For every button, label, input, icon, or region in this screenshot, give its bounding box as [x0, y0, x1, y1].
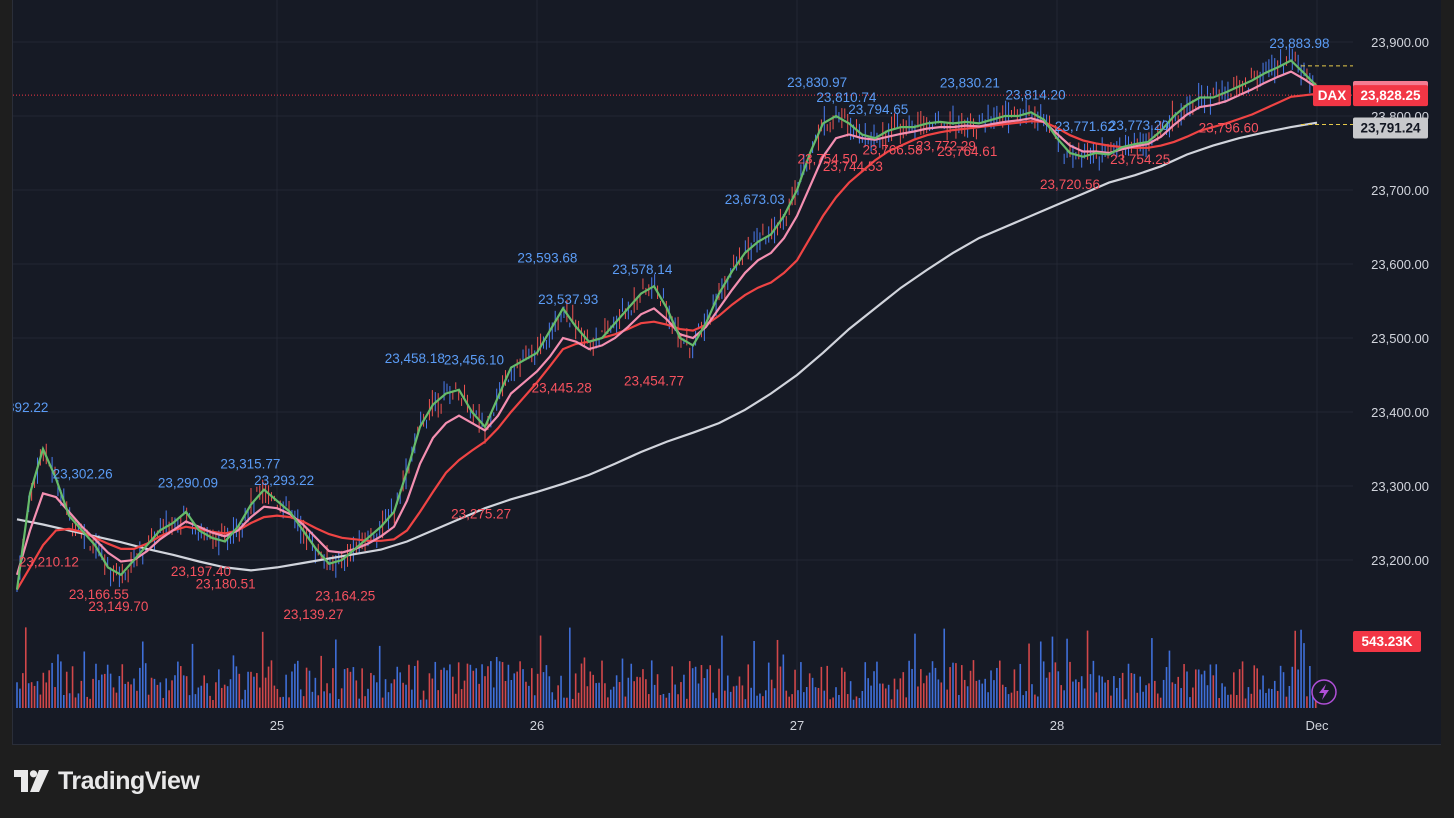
volume-badge-bg	[1353, 631, 1421, 652]
price-tick-label: 23,500.00	[1371, 331, 1429, 346]
annotation-low: 23,720.56	[1040, 177, 1100, 192]
annotation-low: 23,166.55	[69, 587, 129, 602]
annotation-low: 23,197.40	[171, 564, 231, 579]
price-annotations: 23,392.2223,210.1223,302.2623,166.5523,1…	[0, 36, 1329, 622]
price-tick-label: 23,300.00	[1371, 479, 1429, 494]
annotation-high: 23,456.10	[444, 352, 504, 367]
annotation-low: 23,445.28	[532, 380, 592, 395]
annotation-high: 23,883.98	[1269, 36, 1329, 51]
annotation-low: 23,744.53	[823, 159, 883, 174]
annotation-high: 23,578.14	[612, 262, 673, 277]
ma-200-badge[interactable]: 23,791.24	[1353, 117, 1428, 139]
annotation-high: 23,290.09	[158, 475, 218, 490]
annotation-high: 23,773.20	[1109, 118, 1169, 133]
annotation-low: 23,764.61	[937, 144, 997, 159]
annotation-low: 23,766.58	[863, 143, 923, 158]
time-tick-label: 26	[530, 718, 544, 733]
price-tick-label: 23,600.00	[1371, 257, 1429, 272]
current-price-badge[interactable]: 23,828.25	[1353, 85, 1428, 107]
annotation-low: 23,210.12	[19, 555, 79, 570]
price-chart[interactable]: 23,392.2223,210.1223,302.2623,166.5523,1…	[0, 0, 1441, 744]
symbol-badge-bg	[1313, 85, 1351, 107]
annotation-high: 23,673.03	[725, 192, 785, 207]
time-tick-label: 27	[790, 718, 804, 733]
annotation-low: 23,454.77	[624, 373, 684, 388]
annotation-high: 23,315.77	[220, 456, 280, 471]
annotation-high: 23,830.97	[787, 75, 847, 90]
ma-200-badge-label: 23,791.24	[1360, 120, 1421, 135]
ma-line-ma-200	[16, 121, 1318, 572]
symbol-badge-label: DAX	[1318, 88, 1347, 103]
current-price-badge-label: 23,828.25	[1360, 88, 1421, 103]
time-tick-label: Dec	[1305, 718, 1329, 733]
lightning-icon[interactable]	[1311, 679, 1337, 705]
time-tick-label: 25	[270, 718, 284, 733]
annotation-low: 23,754.25	[1110, 152, 1170, 167]
annotation-low: 23,180.51	[196, 576, 256, 591]
annotation-low: 23,139.27	[283, 607, 343, 622]
tradingview-logo-icon	[14, 770, 49, 792]
chart-grid	[13, 0, 1353, 708]
ma-200-badge-bg	[1353, 117, 1428, 139]
annotation-high: 23,392.22	[13, 400, 48, 415]
annotation-high: 23,814.20	[1006, 87, 1066, 102]
price-tick-label: 23,700.00	[1371, 183, 1429, 198]
chart-panel[interactable]: 23,392.2223,210.1223,302.2623,166.5523,1…	[0, 0, 1441, 745]
ma-line-ma-slow	[16, 92, 1318, 591]
annotation-high: 23,810.74	[816, 90, 877, 105]
annotation-low: 23,754.50	[798, 152, 858, 167]
time-tick-label: 28	[1050, 718, 1064, 733]
volume-badge-label: 543.23K	[1361, 634, 1412, 649]
brand-name: TradingView	[58, 766, 200, 795]
price-tick-label: 23,400.00	[1371, 405, 1429, 420]
price-axis: 23,900.0023,800.0023,700.0023,600.0023,5…	[1371, 35, 1429, 568]
annotation-high: 23,293.22	[254, 473, 314, 488]
time-axis: 25 26 27 28 Dec	[270, 718, 1329, 733]
annotation-high: 23,830.21	[940, 76, 1000, 91]
price-tick-label: 23,900.00	[1371, 35, 1429, 50]
ma-line-ma-fast	[15, 59, 1318, 590]
annotation-high: 23,593.68	[517, 251, 577, 266]
annotation-high: 23,458.18	[385, 351, 445, 366]
annotation-high: 23,537.93	[538, 292, 598, 307]
annotation-low: 23,275.27	[451, 506, 511, 521]
annotation-low: 23,149.70	[88, 599, 148, 614]
annotation-low: 23,164.25	[315, 588, 375, 603]
volume-bars	[16, 627, 1317, 708]
annotation-high: 23,794.65	[848, 102, 908, 117]
annotation-high: 23,771.62	[1055, 119, 1115, 134]
moving-average-lines	[15, 59, 1318, 591]
brand-footer[interactable]: TradingView	[14, 764, 200, 798]
price-tick-label: 23,200.00	[1371, 553, 1429, 568]
symbol-badge[interactable]: DAX	[1313, 85, 1351, 107]
current-price-badge-bg	[1353, 85, 1428, 107]
annotation-high: 23,302.26	[53, 466, 113, 481]
annotation-low: 23,772.29	[916, 139, 976, 154]
volume-badge[interactable]: 543.23K	[1353, 631, 1421, 652]
annotation-low: 23,796.60	[1199, 121, 1259, 136]
